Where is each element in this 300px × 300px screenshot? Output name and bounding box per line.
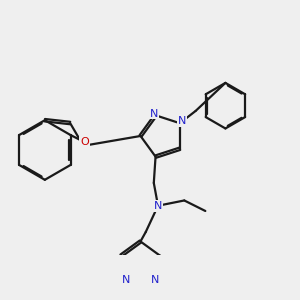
Text: N: N: [154, 201, 162, 211]
Text: N: N: [150, 109, 158, 118]
Text: O: O: [80, 137, 89, 147]
Text: N: N: [122, 275, 130, 285]
Text: N: N: [177, 116, 186, 127]
Text: N: N: [151, 275, 159, 285]
